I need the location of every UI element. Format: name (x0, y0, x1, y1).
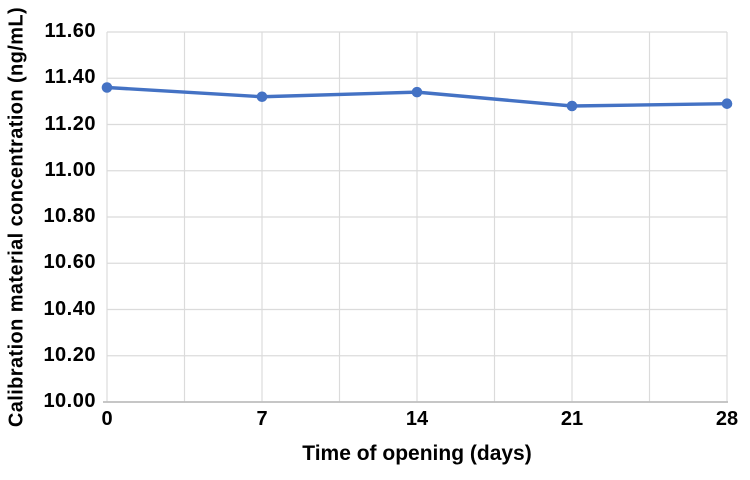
y-tick-label: 10.20 (43, 343, 96, 366)
x-tick-label: 0 (101, 408, 113, 430)
y-tick-label: 10.00 (43, 390, 96, 413)
y-tick-label: 11.00 (44, 158, 96, 181)
y-tick-label: 11.20 (44, 112, 96, 135)
x-tick-label: 28 (715, 408, 739, 430)
data-point-marker (566, 100, 578, 112)
x-tick-label: 7 (256, 408, 268, 430)
y-tick-label: 11.40 (44, 66, 96, 89)
y-tick-label: 10.40 (43, 297, 96, 320)
y-tick-label: 10.60 (43, 251, 96, 274)
x-tick-label: 21 (560, 408, 584, 430)
x-axis-title: Time of opening (days) (302, 442, 532, 465)
data-point-marker (101, 82, 113, 93)
y-tick-label: 11.60 (44, 20, 96, 43)
data-point-marker (411, 86, 423, 98)
y-tick-label: 10.80 (43, 205, 96, 228)
data-point-marker (721, 98, 733, 109)
data-point-marker (256, 91, 268, 103)
x-tick-label: 14 (405, 408, 429, 430)
